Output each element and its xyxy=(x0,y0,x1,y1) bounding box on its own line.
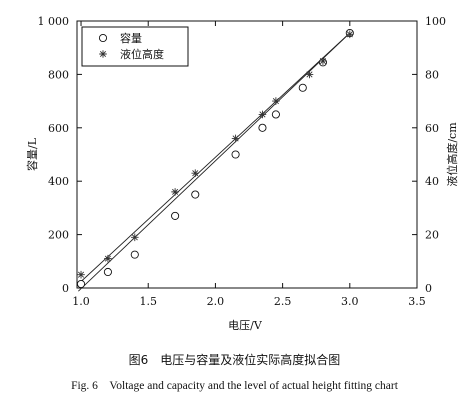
x-tick-label: 2.5 xyxy=(274,295,292,308)
legend-marker-level xyxy=(99,50,107,58)
plot-frame xyxy=(76,20,418,289)
point-level xyxy=(77,270,85,279)
legend-marker-capacity xyxy=(98,33,108,43)
legend-box xyxy=(81,26,189,67)
y-left-tick-label: 200 xyxy=(48,229,69,242)
y-left-tick-label: 1 000 xyxy=(38,15,70,28)
point-capacity xyxy=(271,110,280,119)
figure-caption-english: Fig. 6 Voltage and capacity and the leve… xyxy=(71,380,398,392)
asterisk-stroke xyxy=(171,188,179,196)
y-left-tick-label: 0 xyxy=(62,282,69,295)
x-axis-title: 电压/V xyxy=(228,319,263,332)
point-level xyxy=(319,57,327,65)
data-marks-layer xyxy=(76,28,354,289)
x-tick-label: 3.5 xyxy=(408,295,426,308)
asterisk-stroke xyxy=(104,254,112,263)
point-level xyxy=(231,134,240,143)
point-capacity xyxy=(103,267,112,277)
point-level xyxy=(305,70,314,79)
asterisk-stroke xyxy=(130,233,139,242)
fit-line-level xyxy=(78,32,351,285)
point-capacity xyxy=(191,190,200,199)
point-capacity xyxy=(76,279,86,289)
y-left-axis-title: 容量/L xyxy=(25,137,39,171)
y-left-tick-label: 400 xyxy=(48,175,69,188)
point-capacity xyxy=(130,250,139,259)
y-right-tick-label: 0 xyxy=(425,282,432,295)
asterisk-stroke xyxy=(258,110,267,119)
point-level xyxy=(171,188,179,196)
point-level xyxy=(130,233,139,242)
asterisk-stroke xyxy=(305,70,314,79)
y-left-tick-label: 800 xyxy=(48,68,69,81)
asterisk-stroke xyxy=(231,134,240,143)
x-tick-label: 1.5 xyxy=(139,295,157,308)
legend-label-capacity: 容量 xyxy=(120,31,142,45)
asterisk-stroke xyxy=(99,50,107,58)
x-tick-label: 2.0 xyxy=(207,295,225,308)
y-right-tick-label: 20 xyxy=(425,229,439,242)
y-right-tick-label: 100 xyxy=(425,15,446,28)
y-left-tick-label: 600 xyxy=(48,122,69,135)
x-tick-label: 1.0 xyxy=(72,295,90,308)
asterisk-stroke xyxy=(319,57,327,65)
y-right-tick-label: 60 xyxy=(425,122,439,135)
point-level xyxy=(191,169,200,177)
fit-line-capacity xyxy=(78,32,351,292)
asterisk-stroke xyxy=(191,169,200,177)
x-tick-label: 3.0 xyxy=(341,295,359,308)
figure-caption-chinese: 图6 电压与容量及液位实际高度拟合图 xyxy=(128,353,341,367)
point-capacity xyxy=(171,211,180,220)
asterisk-stroke xyxy=(272,97,280,105)
y-right-axis-title: 液位高度/cm xyxy=(445,122,459,187)
point-level xyxy=(346,30,354,39)
point-level xyxy=(104,254,112,263)
point-capacity xyxy=(231,150,240,159)
point-capacity xyxy=(298,83,307,92)
point-level xyxy=(258,110,267,119)
point-level xyxy=(272,97,280,105)
asterisk-stroke xyxy=(346,30,354,39)
y-right-tick-label: 80 xyxy=(425,68,439,81)
y-right-tick-label: 40 xyxy=(425,175,439,188)
asterisk-stroke xyxy=(77,270,85,279)
point-capacity xyxy=(258,123,267,132)
fit-lines-layer xyxy=(78,32,351,292)
legend-label-level: 液位高度 xyxy=(120,47,164,61)
